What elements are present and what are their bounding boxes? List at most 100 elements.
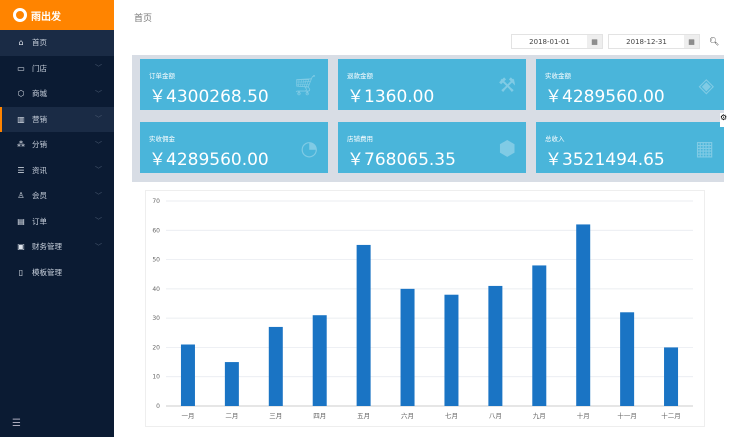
x-tick-label: 十月: [577, 411, 590, 420]
x-tick-label: 十一月: [617, 411, 637, 420]
x-tick-label: 一月: [181, 412, 194, 420]
stat-value: ￥768065.35: [347, 150, 456, 170]
chevron-down-icon: ﹀: [95, 166, 102, 175]
x-tick-label: 九月: [533, 411, 546, 420]
collapse-menu-icon[interactable]: ☰: [12, 418, 21, 429]
sidebar-item-4[interactable]: ⁂ 分销 ﹀: [0, 132, 114, 158]
chevron-down-icon: ﹀: [95, 89, 102, 98]
settings-gear-icon[interactable]: ⚙: [720, 113, 728, 127]
sidebar-item-label: 资讯: [32, 165, 47, 175]
search-icon[interactable]: 🔍︎: [709, 37, 720, 46]
stat-label: 退款金额: [347, 72, 373, 80]
stats-cards: 订单金额 ￥4300268.50 🛒︎ 退款金额 ￥1360.00 ⚒ 实收金额 ￥42895…: [132, 55, 724, 182]
chevron-down-icon: ﹀: [95, 191, 102, 200]
end-date-input[interactable]: 2018-12-31 ▦: [608, 34, 700, 49]
tags-icon: ◈: [698, 73, 714, 97]
store-icon: ▭: [17, 63, 25, 73]
sidebar-item-label: 分销: [32, 140, 47, 150]
user-icon: ♙: [17, 191, 25, 201]
chevron-down-icon: ﹀: [95, 217, 102, 226]
calculator-icon: ▦: [695, 136, 714, 160]
stat-value: ￥4289560.00: [149, 150, 269, 170]
home-icon: ⌂: [18, 38, 24, 48]
sidebar-item-label: 营销: [32, 114, 47, 124]
sidebar-item-label: 商城: [32, 89, 47, 99]
x-tick-label: 六月: [401, 411, 414, 420]
sidebar-item-label: 会员: [32, 191, 47, 201]
stat-label: 总收入: [545, 135, 565, 143]
chart-icon: ▥: [17, 114, 25, 124]
sitemap-icon: ⁂: [17, 140, 25, 150]
sidebar-item-1[interactable]: ▭ 门店 ﹀: [0, 56, 114, 82]
x-tick-label: 七月: [445, 411, 458, 420]
main: 首页 2018-01-01 ▦ 2018-12-31 ▦ 🔍︎ 订单金额 ￥43002…: [114, 0, 740, 437]
stat-card: 实收佣金 ￥4289560.00 ◔: [140, 122, 328, 173]
bar: [488, 285, 503, 406]
chevron-down-icon: ﹀: [95, 242, 102, 251]
stat-label: 实收佣金: [149, 135, 175, 143]
y-tick-label: 40: [152, 286, 160, 293]
calendar-icon[interactable]: ▦: [684, 35, 699, 48]
cart-icon: 🛒︎: [292, 73, 318, 97]
sidebar-item-7[interactable]: ▤ 订单 ﹀: [0, 209, 114, 235]
bar: [664, 347, 679, 406]
start-date-value: 2018-01-01: [529, 37, 570, 46]
bar: [444, 294, 459, 406]
start-date-input[interactable]: 2018-01-01 ▦: [511, 34, 603, 49]
bar: [312, 315, 327, 406]
page-title: 首页: [134, 14, 153, 24]
x-tick-label: 十二月: [661, 411, 681, 420]
logo-mark-icon: [13, 8, 27, 22]
sidebar-item-label: 门店: [32, 63, 47, 73]
sidebar-item-label: 订单: [32, 216, 47, 226]
y-tick-label: 20: [152, 344, 160, 351]
x-tick-label: 三月: [269, 412, 282, 420]
stat-label: 实收金额: [545, 72, 571, 80]
sidebar: 雨出发 ⌂ 首页 ▭ 门店 ﹀ ⬡ 商城 ﹀ ▥ 营销 ﹀ ⁂ 分销 ﹀ ☰ 资讯 ﹀ ♙ 会员 ﹀ ▤ 订单 ﹀ ▣ 财务管理…: [0, 0, 114, 437]
sidebar-item-6[interactable]: ♙ 会员 ﹀: [0, 183, 114, 209]
y-tick-label: 0: [156, 403, 160, 410]
chevron-down-icon: ﹀: [95, 140, 102, 149]
bar: [532, 265, 547, 406]
stat-label: 店铺费用: [347, 135, 373, 143]
bar: [400, 288, 415, 406]
x-tick-label: 四月: [313, 412, 326, 420]
news-icon: ☰: [17, 165, 25, 175]
x-tick-label: 八月: [489, 412, 502, 420]
order-icon: ▤: [17, 216, 25, 226]
stat-card: 退款金额 ￥1360.00 ⚒: [338, 59, 526, 110]
bar: [180, 344, 195, 406]
stat-card: 实收金额 ￥4289560.00 ◈: [536, 59, 724, 110]
sidebar-item-0[interactable]: ⌂ 首页: [0, 30, 114, 56]
x-tick-label: 五月: [357, 412, 370, 420]
x-tick-label: 二月: [225, 412, 238, 420]
stat-value: ￥4289560.00: [545, 87, 665, 107]
calendar-icon[interactable]: ▦: [587, 35, 602, 48]
sidebar-item-label: 模板管理: [32, 267, 62, 277]
sidebar-item-label: 首页: [32, 38, 47, 48]
sidebar-item-8[interactable]: ▣ 财务管理 ﹀: [0, 234, 114, 260]
stat-card: 总收入 ￥3521494.65 ▦: [536, 122, 724, 173]
stat-value: ￥3521494.65: [545, 150, 665, 170]
end-date-value: 2018-12-31: [626, 37, 667, 46]
sidebar-item-9[interactable]: ▯ 模板管理: [0, 260, 114, 286]
stat-label: 订单金额: [149, 72, 175, 80]
pie-icon: ◔: [300, 136, 318, 160]
chevron-down-icon: ﹀: [95, 115, 102, 124]
logo[interactable]: 雨出发: [0, 0, 114, 30]
monthly-bar-chart: 0 10 20 30 40 50 60 70 一月 二月 三月 四月 五月 六月 七月 八月 九月 十月 十一月 十二…: [145, 190, 705, 427]
y-tick-label: 10: [152, 374, 160, 381]
y-tick-label: 30: [152, 315, 160, 322]
stat-value: ￥4300268.50: [149, 87, 269, 107]
sidebar-item-3[interactable]: ▥ 营销 ﹀: [0, 106, 114, 132]
finance-icon: ▣: [17, 242, 25, 252]
gavel-icon: ⚒: [498, 73, 516, 97]
sidebar-item-5[interactable]: ☰ 资讯 ﹀: [0, 158, 114, 184]
bar: [224, 362, 239, 406]
sidebar-item-2[interactable]: ⬡ 商城 ﹀: [0, 81, 114, 107]
cube-icon: ⬢: [498, 136, 516, 160]
y-tick-label: 60: [152, 227, 160, 234]
bar: [620, 312, 635, 406]
bar: [356, 244, 371, 406]
bar: [268, 326, 283, 406]
